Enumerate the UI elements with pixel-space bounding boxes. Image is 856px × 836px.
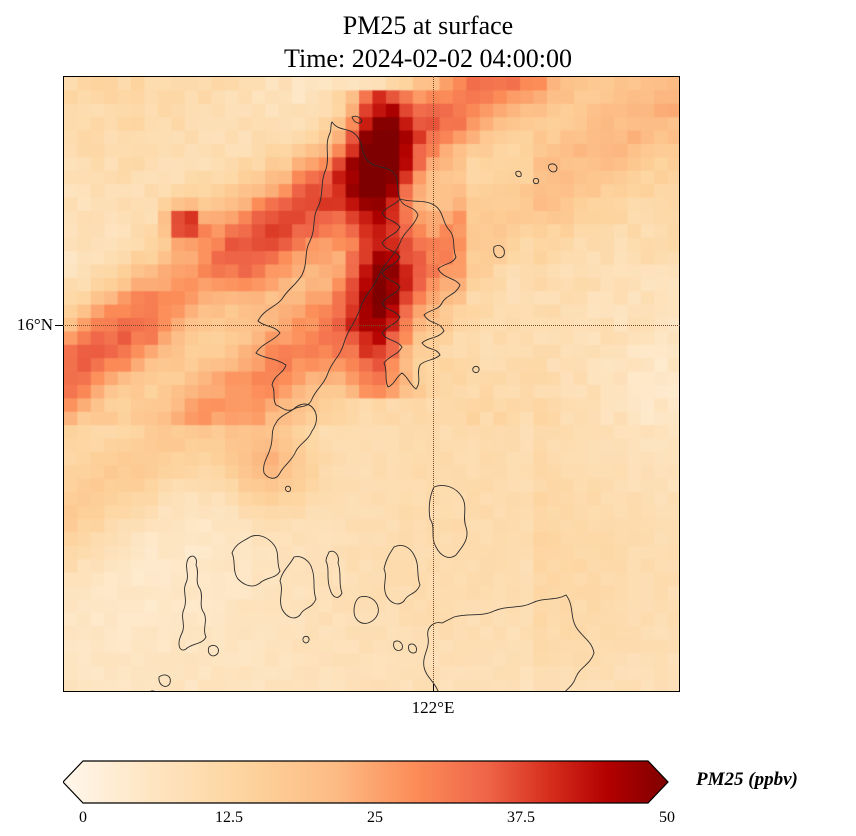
y-tick-label-16N: 16°N <box>17 315 53 335</box>
x-tick-label-122E: 122°E <box>412 698 455 718</box>
map-plot-area[interactable] <box>63 76 680 692</box>
chart-title-line1: PM25 at surface <box>0 10 856 43</box>
y-tick-mark-16N <box>55 325 63 326</box>
x-tick-mark-122E <box>433 684 434 692</box>
coastline-overlay <box>64 77 680 692</box>
x-axis-area: 122°E <box>63 692 680 722</box>
title-block: PM25 at surface Time: 2024-02-02 04:00:0… <box>0 10 856 75</box>
cb-tick-3: 37.5 <box>507 809 535 827</box>
figure-root: PM25 at surface Time: 2024-02-02 04:00:0… <box>0 0 856 836</box>
colorbar-title: PM25 (ppbv) <box>696 769 798 791</box>
cb-tick-4: 50 <box>659 809 675 827</box>
cb-tick-2: 25 <box>367 809 383 827</box>
colorbar-container[interactable]: 0 12.5 25 37.5 50 PM25 (ppbv) <box>63 757 680 832</box>
colorbar-gradient[interactable] <box>63 757 680 807</box>
cb-tick-0: 0 <box>79 809 87 827</box>
chart-title-line2: Time: 2024-02-02 04:00:00 <box>0 43 856 76</box>
y-axis-area: 16°N <box>0 76 63 692</box>
cb-tick-1: 12.5 <box>215 809 243 827</box>
